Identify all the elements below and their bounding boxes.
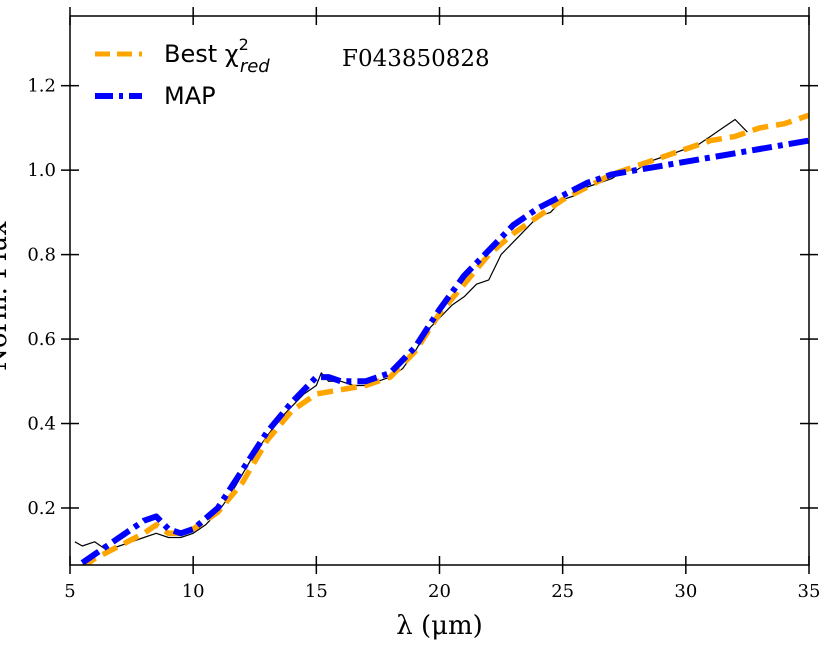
legend-label-best-chi2-sub: red: [240, 56, 270, 77]
x-tick-label: 5: [64, 581, 75, 602]
legend-label-best-chi2-sup: 2: [239, 35, 249, 54]
legend: Best χ2 red MAP: [95, 35, 270, 110]
series-layer: [74, 112, 809, 565]
chart-annotation: F043850828: [342, 46, 490, 72]
y-tick-label: 0.4: [27, 414, 56, 435]
ticks: 5 10 15 20 25 30 35 0.2 0.4 0.6 0.8 1.0 1.2: [27, 7, 820, 602]
legend-label-map: MAP: [164, 82, 216, 110]
plot-area: [74, 112, 809, 565]
x-tick-label: 35: [798, 581, 821, 602]
legend-label-best-chi2-main: Best χ: [164, 40, 239, 68]
y-tick-label: 0.2: [27, 498, 56, 519]
y-tick-label: 0.6: [27, 329, 56, 350]
x-tick-label: 10: [182, 581, 205, 602]
legend-label-best-chi2: Best χ2 red: [164, 35, 270, 77]
x-tick-label: 30: [674, 581, 697, 602]
y-tick-label: 0.8: [27, 245, 56, 266]
x-tick-label: 25: [551, 581, 574, 602]
x-tick-label: 20: [428, 581, 451, 602]
series-map-line: [80, 137, 809, 565]
x-axis-title: λ (μm): [396, 611, 483, 641]
y-axis-title: Norm. Flux: [0, 221, 13, 371]
y-tick-label: 1.2: [27, 76, 56, 97]
x-tick-label: 15: [305, 581, 328, 602]
y-tick-label: 1.0: [27, 160, 56, 181]
